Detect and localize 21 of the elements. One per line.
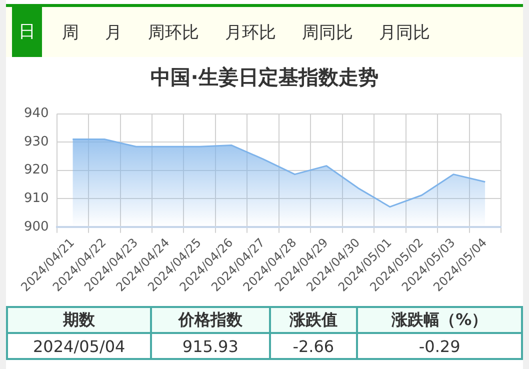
y-tick-label: 920 — [24, 162, 49, 178]
y-tick-label: 910 — [24, 191, 49, 206]
text: 2024/05/04 — [7, 333, 152, 359]
y-tick-label: 900 — [24, 219, 49, 234]
text: 周同比 — [302, 22, 353, 44]
text: 月 — [105, 22, 122, 44]
text: 915.93 — [151, 333, 270, 359]
text: 涨跌幅（%） — [357, 307, 522, 333]
text: -0.29 — [357, 333, 522, 359]
y-tick-label: 930 — [24, 134, 49, 150]
text: 月同比 — [379, 22, 430, 44]
text: 日 — [12, 7, 42, 57]
text: 周环比 — [148, 22, 199, 44]
text: 涨跌值 — [270, 307, 358, 333]
text: 月环比 — [225, 22, 276, 44]
text: 价格指数 — [151, 307, 270, 333]
text: 周 — [62, 22, 79, 44]
y-tick-label: 940 — [24, 106, 49, 122]
chart-title: 中国·生姜日定基指数走势 — [150, 64, 380, 91]
text: -2.66 — [270, 333, 358, 359]
text: 期数 — [7, 307, 152, 333]
